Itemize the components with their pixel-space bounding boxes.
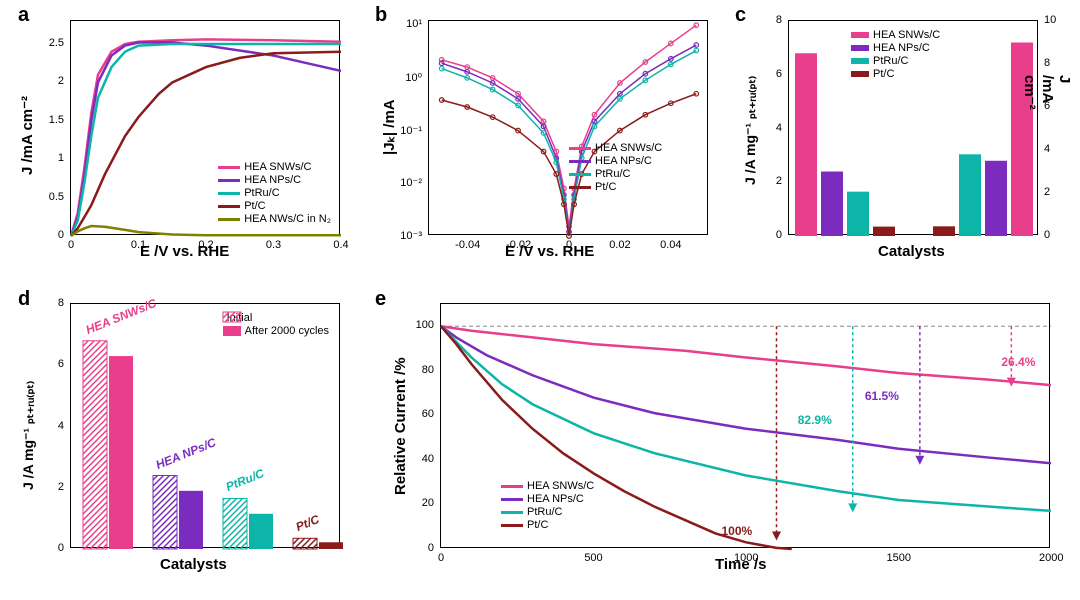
- panel-d-legend: Initial After 2000 cycles: [223, 312, 329, 338]
- panel-d-xlabel: Catalysts: [160, 556, 227, 573]
- legend-label: HEA NWs/C in N₂: [244, 213, 331, 225]
- panel-c-plot: HEA SNWs/C HEA NPs/C PtRu/C Pt/C 0246802…: [788, 20, 1038, 235]
- panel-b-plot: HEA SNWs/C HEA NPs/C PtRu/C Pt/C -0.04-0…: [428, 20, 708, 235]
- panel-b-xlabel: E /V vs. RHE: [505, 243, 594, 260]
- panel-b-legend: HEA SNWs/C HEA NPs/C PtRu/C Pt/C: [569, 142, 662, 194]
- panel-a-ylabel: J /mA cm⁻²: [18, 96, 36, 175]
- legend-label: HEA NPs/C: [244, 174, 301, 186]
- panel-d-plot: Initial After 2000 cycles HEA SNWs/CHEA …: [70, 303, 340, 548]
- panel-d-label: d: [18, 288, 30, 311]
- legend-label: PtRu/C: [595, 168, 630, 180]
- panel-b-label: b: [375, 4, 387, 27]
- legend-label: Pt/C: [527, 519, 548, 531]
- legend-label: Pt/C: [244, 200, 265, 212]
- panel-c-ylabel-left: J /A mg⁻¹ ₚₜ₊ᵣᵤ₍ₚₜ₎: [742, 76, 759, 185]
- panel-e-xlabel: Time /s: [715, 556, 766, 573]
- legend-label: PtRu/C: [873, 55, 908, 67]
- legend-label: HEA NPs/C: [873, 42, 930, 54]
- panel-e-plot: HEA SNWs/C HEA NPs/C PtRu/C Pt/C 26.4%61…: [440, 303, 1050, 548]
- legend-label: Pt/C: [873, 68, 894, 80]
- legend-label: HEA SNWs/C: [527, 480, 594, 492]
- panel-a-legend: HEA SNWs/C HEA NPs/C PtRu/C Pt/C HEA NWs…: [218, 161, 331, 226]
- panel-e-label: e: [375, 288, 386, 311]
- legend-label: PtRu/C: [244, 187, 279, 199]
- legend-label: After 2000 cycles: [245, 325, 329, 337]
- panel-c-label: c: [735, 4, 746, 27]
- panel-c-legend: HEA SNWs/C HEA NPs/C PtRu/C Pt/C: [851, 29, 940, 81]
- legend-label: HEA SNWs/C: [595, 142, 662, 154]
- legend-label: HEA NPs/C: [595, 155, 652, 167]
- legend-label: HEA SNWs/C: [873, 29, 940, 41]
- panel-c-ylabel-right: J /mA cm⁻²: [1021, 75, 1073, 110]
- panel-e-legend: HEA SNWs/C HEA NPs/C PtRu/C Pt/C: [501, 480, 594, 532]
- panel-c-xlabel: Catalysts: [878, 243, 945, 260]
- panel-a-plot: HEA SNWs/C HEA NPs/C PtRu/C Pt/C HEA NWs…: [70, 20, 340, 235]
- legend-label: HEA NPs/C: [527, 493, 584, 505]
- panel-a-label: a: [18, 4, 29, 27]
- panel-e-ylabel: Relative Current /%: [392, 357, 409, 495]
- legend-label: PtRu/C: [527, 506, 562, 518]
- panel-b-ylabel: |Jₖ| /mA: [380, 99, 398, 155]
- legend-label: Pt/C: [595, 181, 616, 193]
- legend-label: HEA SNWs/C: [244, 161, 311, 173]
- panel-d-ylabel: J /A mg⁻¹ ₚₜ₊ᵣᵤ₍ₚₜ₎: [20, 381, 37, 490]
- panel-a-xlabel: E /V vs. RHE: [140, 243, 229, 260]
